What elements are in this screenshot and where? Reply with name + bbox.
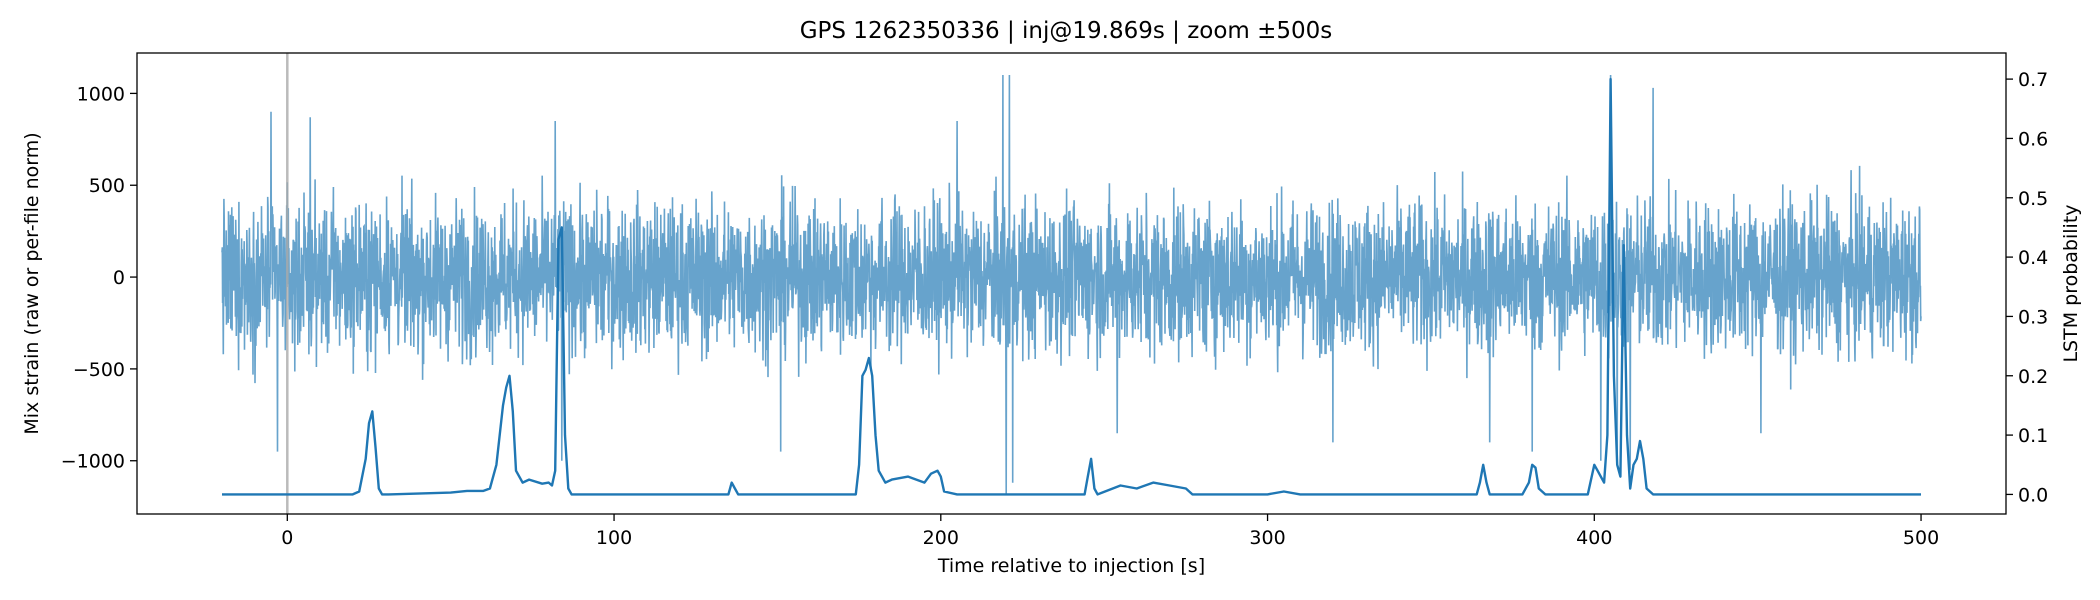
y-left-tick-label: 500 bbox=[89, 175, 125, 197]
y-right-tick-label: 0.2 bbox=[2018, 366, 2048, 388]
y-left-tick-label: 0 bbox=[113, 267, 125, 289]
y-right-tick-label: 0.0 bbox=[2018, 484, 2048, 506]
y-left-tick-label: −1000 bbox=[61, 451, 125, 473]
lstm-probability-line bbox=[222, 77, 1921, 496]
x-tick-label: 400 bbox=[1576, 527, 1612, 549]
x-tick-label: 100 bbox=[596, 527, 632, 549]
y-right-tick-label: 0.6 bbox=[2018, 128, 2048, 150]
x-tick-label: 200 bbox=[923, 527, 959, 549]
y-axis-right-label: LSTM probability bbox=[2060, 204, 2082, 362]
y-axis-right: 0.0 0.1 0.2 0.3 0.4 0.5 0.6 0.7 bbox=[2006, 69, 2048, 506]
y-right-tick-label: 0.4 bbox=[2018, 247, 2048, 269]
y-right-tick-label: 0.1 bbox=[2018, 425, 2048, 447]
y-right-tick-label: 0.3 bbox=[2018, 306, 2048, 328]
y-right-tick-label: 0.7 bbox=[2018, 69, 2048, 91]
y-axis-left-label: Mix strain (raw or per-file norm) bbox=[21, 132, 43, 434]
plot-area bbox=[221, 53, 1922, 514]
strain-series-line bbox=[221, 74, 1922, 494]
x-tick-label: 500 bbox=[1903, 527, 1939, 549]
y-axis-left: −1000 −500 0 500 1000 bbox=[61, 83, 137, 473]
y-left-tick-label: 1000 bbox=[77, 83, 125, 105]
x-axis: 0 100 200 300 400 500 bbox=[281, 514, 1939, 549]
chart-title: GPS 1262350336 | inj@19.869s | zoom ±500… bbox=[800, 18, 1333, 44]
y-right-tick-label: 0.5 bbox=[2018, 188, 2048, 210]
y-left-tick-label: −500 bbox=[73, 359, 125, 381]
plot-frame bbox=[136, 52, 2007, 515]
x-axis-label: Time relative to injection [s] bbox=[937, 555, 1205, 577]
x-tick-label: 300 bbox=[1249, 527, 1285, 549]
x-tick-label: 0 bbox=[281, 527, 293, 549]
